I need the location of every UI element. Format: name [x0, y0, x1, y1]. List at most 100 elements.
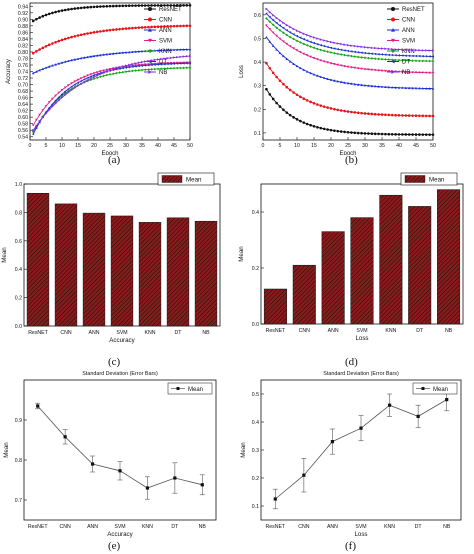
series-point [397, 133, 401, 136]
series-point [373, 57, 377, 60]
series-point [424, 55, 428, 58]
series-point [102, 74, 105, 78]
panel-label-a: (a) [108, 154, 121, 166]
series-point [421, 59, 425, 63]
series-point [302, 68, 306, 71]
series-point [156, 67, 160, 71]
series-point [299, 51, 302, 54]
series-point [157, 58, 160, 61]
series-point [367, 132, 370, 135]
series-point [99, 5, 102, 8]
series-point [156, 62, 160, 65]
series-point [54, 94, 57, 97]
series-point [336, 108, 340, 112]
series-point [347, 43, 350, 47]
legend-label: ResNET [159, 7, 182, 13]
series-point [118, 27, 121, 31]
series-point [363, 112, 367, 115]
plot-frame [260, 379, 462, 521]
series-point [346, 65, 350, 69]
series-point [102, 29, 105, 33]
series-point [407, 86, 411, 90]
legend-entry-dt: DT [387, 59, 410, 66]
series-point [411, 71, 414, 74]
x-tick-label: NB [199, 524, 207, 530]
series-point [70, 35, 73, 39]
series-point [108, 52, 112, 55]
series-dt [265, 12, 434, 58]
series-point [285, 23, 289, 27]
series-point [367, 56, 370, 60]
series-point [51, 102, 54, 106]
series-point [353, 82, 357, 86]
series-point [99, 30, 102, 33]
legend-entry-resnet: ResNET [144, 7, 182, 13]
series-point [350, 66, 353, 69]
series-point [377, 57, 380, 61]
y-tick-label: 0.58 [18, 122, 28, 128]
series-point [275, 34, 278, 38]
series-point [38, 69, 41, 72]
series-point [312, 57, 316, 60]
series-point [140, 26, 144, 29]
legend-swatch [404, 175, 426, 183]
series-point [54, 10, 57, 14]
series-point [411, 133, 414, 136]
series-point [353, 44, 357, 48]
series-point [265, 12, 268, 15]
series-point [431, 133, 435, 136]
series-point [131, 4, 134, 7]
series-point [115, 52, 118, 55]
series-point [128, 63, 131, 67]
series-point [302, 42, 306, 46]
series-point [169, 62, 173, 65]
series-point [47, 106, 51, 110]
x-axis-label: Loss [355, 335, 368, 342]
series-point [188, 48, 192, 51]
series-point [350, 44, 353, 47]
series-point [373, 132, 377, 136]
series-point [169, 48, 173, 51]
series-point [292, 62, 295, 65]
series-point [185, 48, 189, 51]
series-point [140, 4, 144, 7]
series-point [418, 71, 421, 74]
series-point [159, 63, 163, 66]
series-point [411, 86, 414, 90]
series-resnet [31, 4, 192, 23]
series-point [333, 47, 336, 50]
series-point [182, 55, 185, 58]
error-point-nb [199, 474, 205, 496]
series-point [265, 36, 268, 39]
series-point [96, 74, 99, 77]
series-point [60, 93, 63, 96]
series-point [364, 45, 367, 49]
series-point [363, 68, 367, 71]
y-tick-label: 0.60 [18, 115, 28, 121]
series-point [150, 63, 153, 67]
series-point [309, 100, 312, 104]
series-point [346, 110, 350, 113]
series-point [47, 101, 51, 104]
series-point [156, 4, 160, 7]
series-point [367, 46, 370, 49]
series-point [278, 24, 281, 27]
series-point [292, 33, 295, 36]
series-point [73, 83, 76, 86]
series-point [47, 12, 51, 16]
bar-knn [138, 222, 162, 327]
panel-label-d: (d) [345, 356, 358, 368]
legend-label: NB [402, 70, 410, 76]
series-point [333, 41, 336, 45]
legend-label: NB [159, 70, 167, 76]
series-point [108, 68, 112, 71]
series-point [339, 48, 343, 52]
series-point [45, 112, 48, 115]
series-point [363, 51, 366, 55]
series-point [166, 62, 169, 66]
series-point [377, 52, 380, 56]
y-tick-label: 0.4 [252, 420, 259, 426]
series-point [60, 38, 64, 42]
plot-frame [23, 379, 217, 521]
series-point [411, 48, 414, 52]
